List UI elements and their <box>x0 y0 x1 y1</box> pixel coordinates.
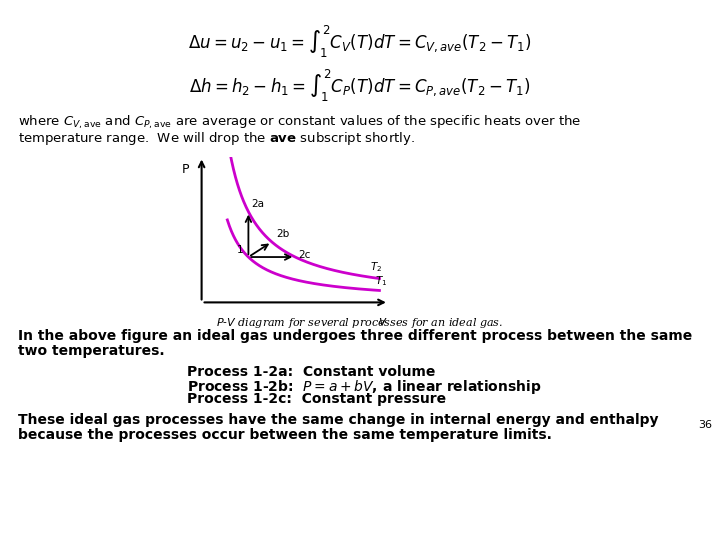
Text: 36: 36 <box>698 420 712 430</box>
Text: $T_1$: $T_1$ <box>374 274 387 287</box>
Text: $\Delta h = h_2 - h_1 = \int_1^2 C_P(T)dT = C_{P,ave}(T_2 - T_1)$: $\Delta h = h_2 - h_1 = \int_1^2 C_P(T)d… <box>189 68 531 104</box>
Text: Process 1-2c:  Constant pressure: Process 1-2c: Constant pressure <box>187 392 446 406</box>
Text: In the above figure an ideal gas undergoes three different process between the s: In the above figure an ideal gas undergo… <box>18 329 692 343</box>
Text: 1: 1 <box>237 245 243 255</box>
Text: $\Delta u = u_2 - u_1 = \int_1^2 C_V(T)dT = C_{V,ave}(T_2 - T_1)$: $\Delta u = u_2 - u_1 = \int_1^2 C_V(T)d… <box>188 24 532 60</box>
Text: Process 1-2a:  Constant volume: Process 1-2a: Constant volume <box>187 364 436 379</box>
Text: two temperatures.: two temperatures. <box>18 344 165 358</box>
Text: P: P <box>181 163 189 176</box>
Text: 2b: 2b <box>276 230 289 239</box>
Text: These ideal gas processes have the same change in internal energy and enthalpy: These ideal gas processes have the same … <box>18 413 659 427</box>
Text: v: v <box>378 315 385 328</box>
Text: $T_2$: $T_2$ <box>370 260 382 274</box>
Text: temperature range.  We will drop the $\mathbf{ave}$ subscript shortly.: temperature range. We will drop the $\ma… <box>18 130 415 146</box>
Text: 2a: 2a <box>252 199 265 209</box>
Text: 2c: 2c <box>299 251 311 260</box>
Text: Process 1-2b:  $P = a + bV$, a linear relationship: Process 1-2b: $P = a + bV$, a linear rel… <box>187 378 541 396</box>
Text: where $C_{V,\mathrm{ave}}$ and $C_{P,\mathrm{ave}}$ are average or constant valu: where $C_{V,\mathrm{ave}}$ and $C_{P,\ma… <box>18 113 582 131</box>
Text: $P$-$V$ diagram for several processes for an ideal gas.: $P$-$V$ diagram for several processes fo… <box>217 316 503 330</box>
Text: because the processes occur between the same temperature limits.: because the processes occur between the … <box>18 428 552 442</box>
